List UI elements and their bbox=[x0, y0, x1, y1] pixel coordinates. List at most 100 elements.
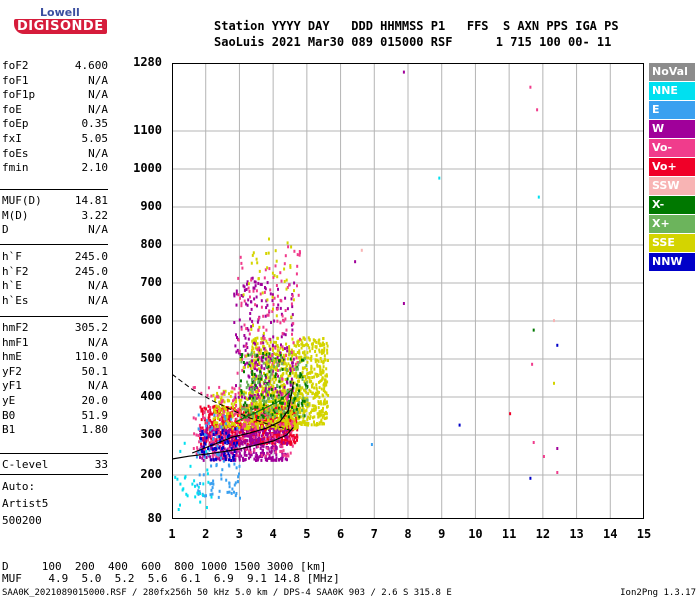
echo-point bbox=[197, 485, 200, 489]
echo-point bbox=[292, 391, 295, 395]
echo-point bbox=[225, 416, 228, 420]
echo-point bbox=[281, 408, 284, 411]
echo-point bbox=[276, 307, 279, 311]
x-tick-label: 1 bbox=[168, 527, 176, 541]
echo-point bbox=[279, 346, 282, 350]
echo-point bbox=[314, 339, 317, 343]
echo-point bbox=[325, 383, 328, 387]
echo-point bbox=[280, 420, 283, 424]
echo-point bbox=[266, 393, 269, 397]
echo-point bbox=[197, 489, 200, 493]
echo-point bbox=[199, 455, 201, 459]
echo-point bbox=[268, 390, 271, 394]
echo-point bbox=[324, 358, 327, 362]
echo-point bbox=[220, 401, 223, 405]
echo-point bbox=[255, 343, 258, 347]
echo-point bbox=[273, 365, 276, 369]
echo-point bbox=[300, 346, 303, 350]
param-row: fxI 5.05 bbox=[2, 132, 108, 147]
echo-point bbox=[240, 304, 243, 308]
echo-point bbox=[202, 432, 205, 436]
echo-point bbox=[191, 482, 194, 486]
param-value: N/A bbox=[88, 73, 108, 87]
echo-point bbox=[259, 451, 262, 455]
echo-point bbox=[307, 356, 310, 360]
echo-point bbox=[314, 408, 317, 412]
echo-point bbox=[280, 415, 283, 419]
echo-point bbox=[284, 441, 287, 445]
echo-point bbox=[224, 422, 227, 426]
echo-point bbox=[220, 477, 223, 481]
echo-point bbox=[254, 303, 257, 307]
echo-point bbox=[226, 435, 229, 438]
echo-point bbox=[261, 444, 264, 448]
echo-point bbox=[238, 318, 241, 322]
echo-point bbox=[257, 358, 260, 362]
legend-item: SSE bbox=[649, 234, 695, 252]
echo-point bbox=[323, 354, 326, 358]
separator-line bbox=[0, 474, 108, 475]
param-row: foE N/A bbox=[2, 103, 108, 118]
echo-point bbox=[239, 406, 242, 410]
echo-point bbox=[291, 313, 294, 317]
echo-point bbox=[281, 389, 284, 393]
echo-point bbox=[253, 297, 256, 301]
echo-point bbox=[205, 407, 207, 411]
echo-point bbox=[324, 381, 327, 385]
echo-point bbox=[320, 359, 323, 363]
echo-point bbox=[243, 439, 246, 443]
echo-point bbox=[278, 439, 281, 443]
echo-point bbox=[228, 392, 230, 396]
echo-point bbox=[208, 435, 211, 439]
echo-point bbox=[247, 282, 250, 286]
legend-item: NoVal bbox=[649, 63, 695, 81]
echo-point bbox=[271, 413, 274, 417]
echo-point bbox=[245, 403, 248, 407]
echo-point bbox=[270, 400, 272, 404]
echo-point bbox=[250, 261, 253, 265]
echo-point bbox=[275, 284, 278, 287]
echo-point bbox=[284, 435, 287, 439]
echo-point bbox=[289, 265, 292, 269]
echo-point bbox=[286, 377, 289, 381]
echo-point bbox=[240, 360, 243, 364]
echo-point bbox=[275, 344, 278, 348]
echo-point bbox=[268, 309, 271, 313]
echo-point bbox=[223, 400, 226, 404]
echo-point bbox=[258, 325, 261, 329]
echo-point bbox=[276, 319, 279, 323]
param-row: h`F 245.0 bbox=[2, 250, 108, 265]
echo-point bbox=[231, 390, 234, 394]
echo-point bbox=[215, 454, 218, 458]
echo-point bbox=[299, 372, 302, 376]
echo-point bbox=[224, 427, 227, 431]
echo-point bbox=[295, 375, 298, 379]
echo-point bbox=[297, 404, 300, 408]
echo-point bbox=[250, 416, 253, 420]
echo-point bbox=[265, 306, 268, 310]
echo-point bbox=[268, 360, 271, 364]
echo-point bbox=[327, 359, 329, 362]
echo-point bbox=[203, 431, 206, 435]
echo-point bbox=[230, 423, 233, 427]
echo-point bbox=[289, 395, 292, 398]
echo-point bbox=[186, 494, 189, 498]
echo-point bbox=[253, 358, 256, 362]
echo-point bbox=[285, 418, 288, 422]
echo-point bbox=[322, 413, 325, 417]
echo-point bbox=[273, 448, 276, 452]
echo-point bbox=[202, 493, 205, 497]
echo-point bbox=[285, 354, 288, 357]
echo-point bbox=[302, 408, 305, 412]
echo-point bbox=[298, 401, 301, 404]
echo-point bbox=[253, 341, 255, 344]
echo-point bbox=[267, 452, 270, 456]
echo-point bbox=[276, 336, 279, 340]
echo-point bbox=[212, 425, 215, 429]
echo-point bbox=[211, 423, 214, 427]
echo-point bbox=[249, 295, 251, 299]
echo-point bbox=[228, 419, 231, 423]
param-name: foF2 bbox=[2, 59, 29, 72]
echo-point bbox=[221, 426, 224, 429]
echo-point bbox=[240, 448, 243, 452]
